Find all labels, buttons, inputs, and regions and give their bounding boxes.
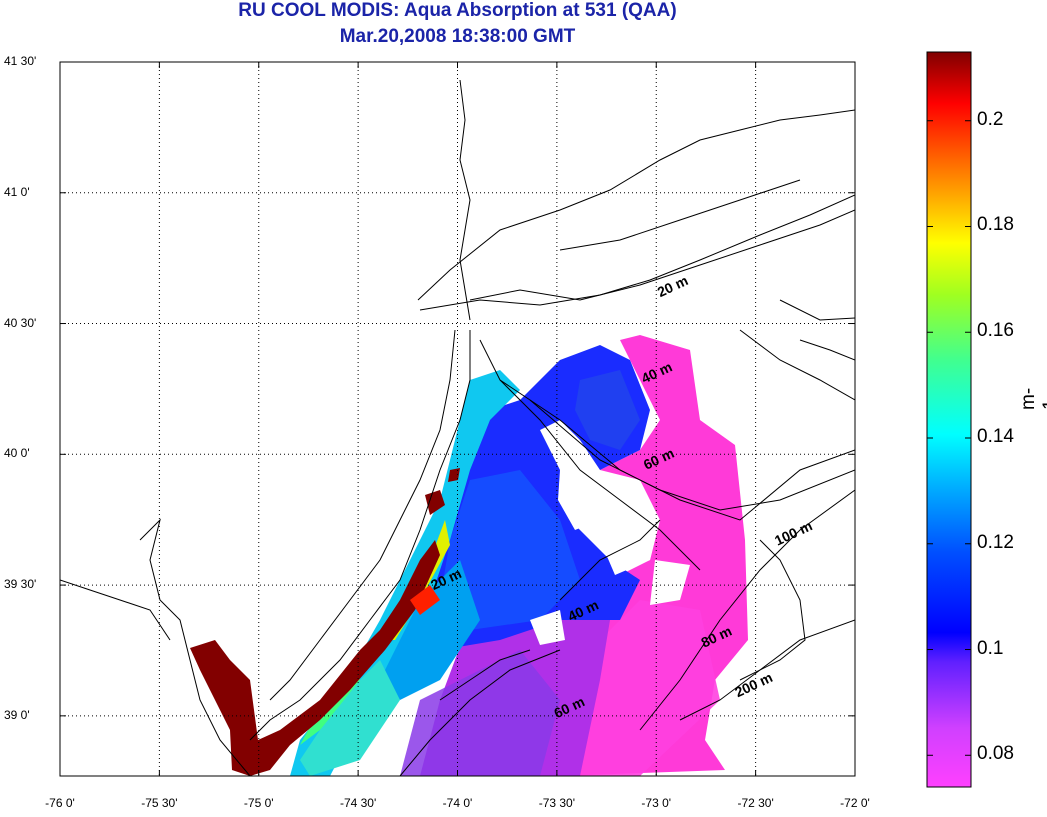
y-tick-label: 41 30' [4, 54, 37, 68]
delaware-bay-shore [139, 518, 251, 776]
coastline-contours [60, 79, 855, 776]
contour-200m [679, 619, 855, 721]
cloud-gap [595, 480, 660, 575]
contour-60m [529, 399, 855, 511]
colorbar [926, 51, 972, 788]
colorbar-tick-label: 0.12 [977, 531, 1014, 553]
y-tick-label: 39 30' [4, 577, 37, 592]
colorbar-tick-label: 0.08 [977, 743, 1014, 765]
y-tick-label: 40 0' [4, 446, 30, 461]
colorbar-tick-label: 0.18 [977, 214, 1014, 236]
absorption-pixel-field [190, 335, 748, 776]
x-tick-label: -72 30' [737, 796, 774, 810]
chart-subtitle: Mar.20,2008 18:38:00 GMT [339, 26, 576, 47]
x-tick-label: -73 30' [538, 796, 576, 810]
contour-label: 100 m [772, 517, 815, 548]
colorbar-tick-label: 0.16 [977, 320, 1014, 342]
x-tick-label: -75 30' [141, 796, 178, 810]
x-tick-label: -73 0' [641, 796, 672, 810]
x-tick-label: -74 0' [442, 796, 473, 810]
contour-100m [739, 539, 806, 681]
long-island-south-shore [419, 194, 855, 311]
chart-title: RU COOL MODIS: Aqua Absorption at 531 (Q… [238, 0, 677, 21]
x-tick-label: -75 0' [243, 796, 274, 810]
y-tick-label: 39 0' [4, 707, 30, 722]
y-tick-label: 40 30' [4, 315, 37, 330]
x-tick-label: -74 30' [339, 796, 377, 810]
nj-coastline [249, 330, 471, 741]
axis-ticks [59, 61, 856, 776]
long-island-north-shore [417, 109, 855, 301]
colorbar-ticks [927, 120, 971, 756]
x-tick-label: -72 0' [840, 796, 870, 810]
colorbar-unit: m-1 [1018, 387, 1047, 410]
x-tick-label: -76 0' [45, 796, 75, 810]
colorbar-tick-label: 0.14 [977, 426, 1014, 447]
very-high-absorption-region [190, 540, 440, 776]
colorbar-tick-label: 0.2 [977, 108, 1004, 130]
contour-40m [499, 379, 855, 521]
y-tick-label: 41 0' [4, 184, 30, 199]
colorbar-tick-label: 0.1 [977, 637, 1004, 659]
high-absorption-region [290, 370, 520, 776]
